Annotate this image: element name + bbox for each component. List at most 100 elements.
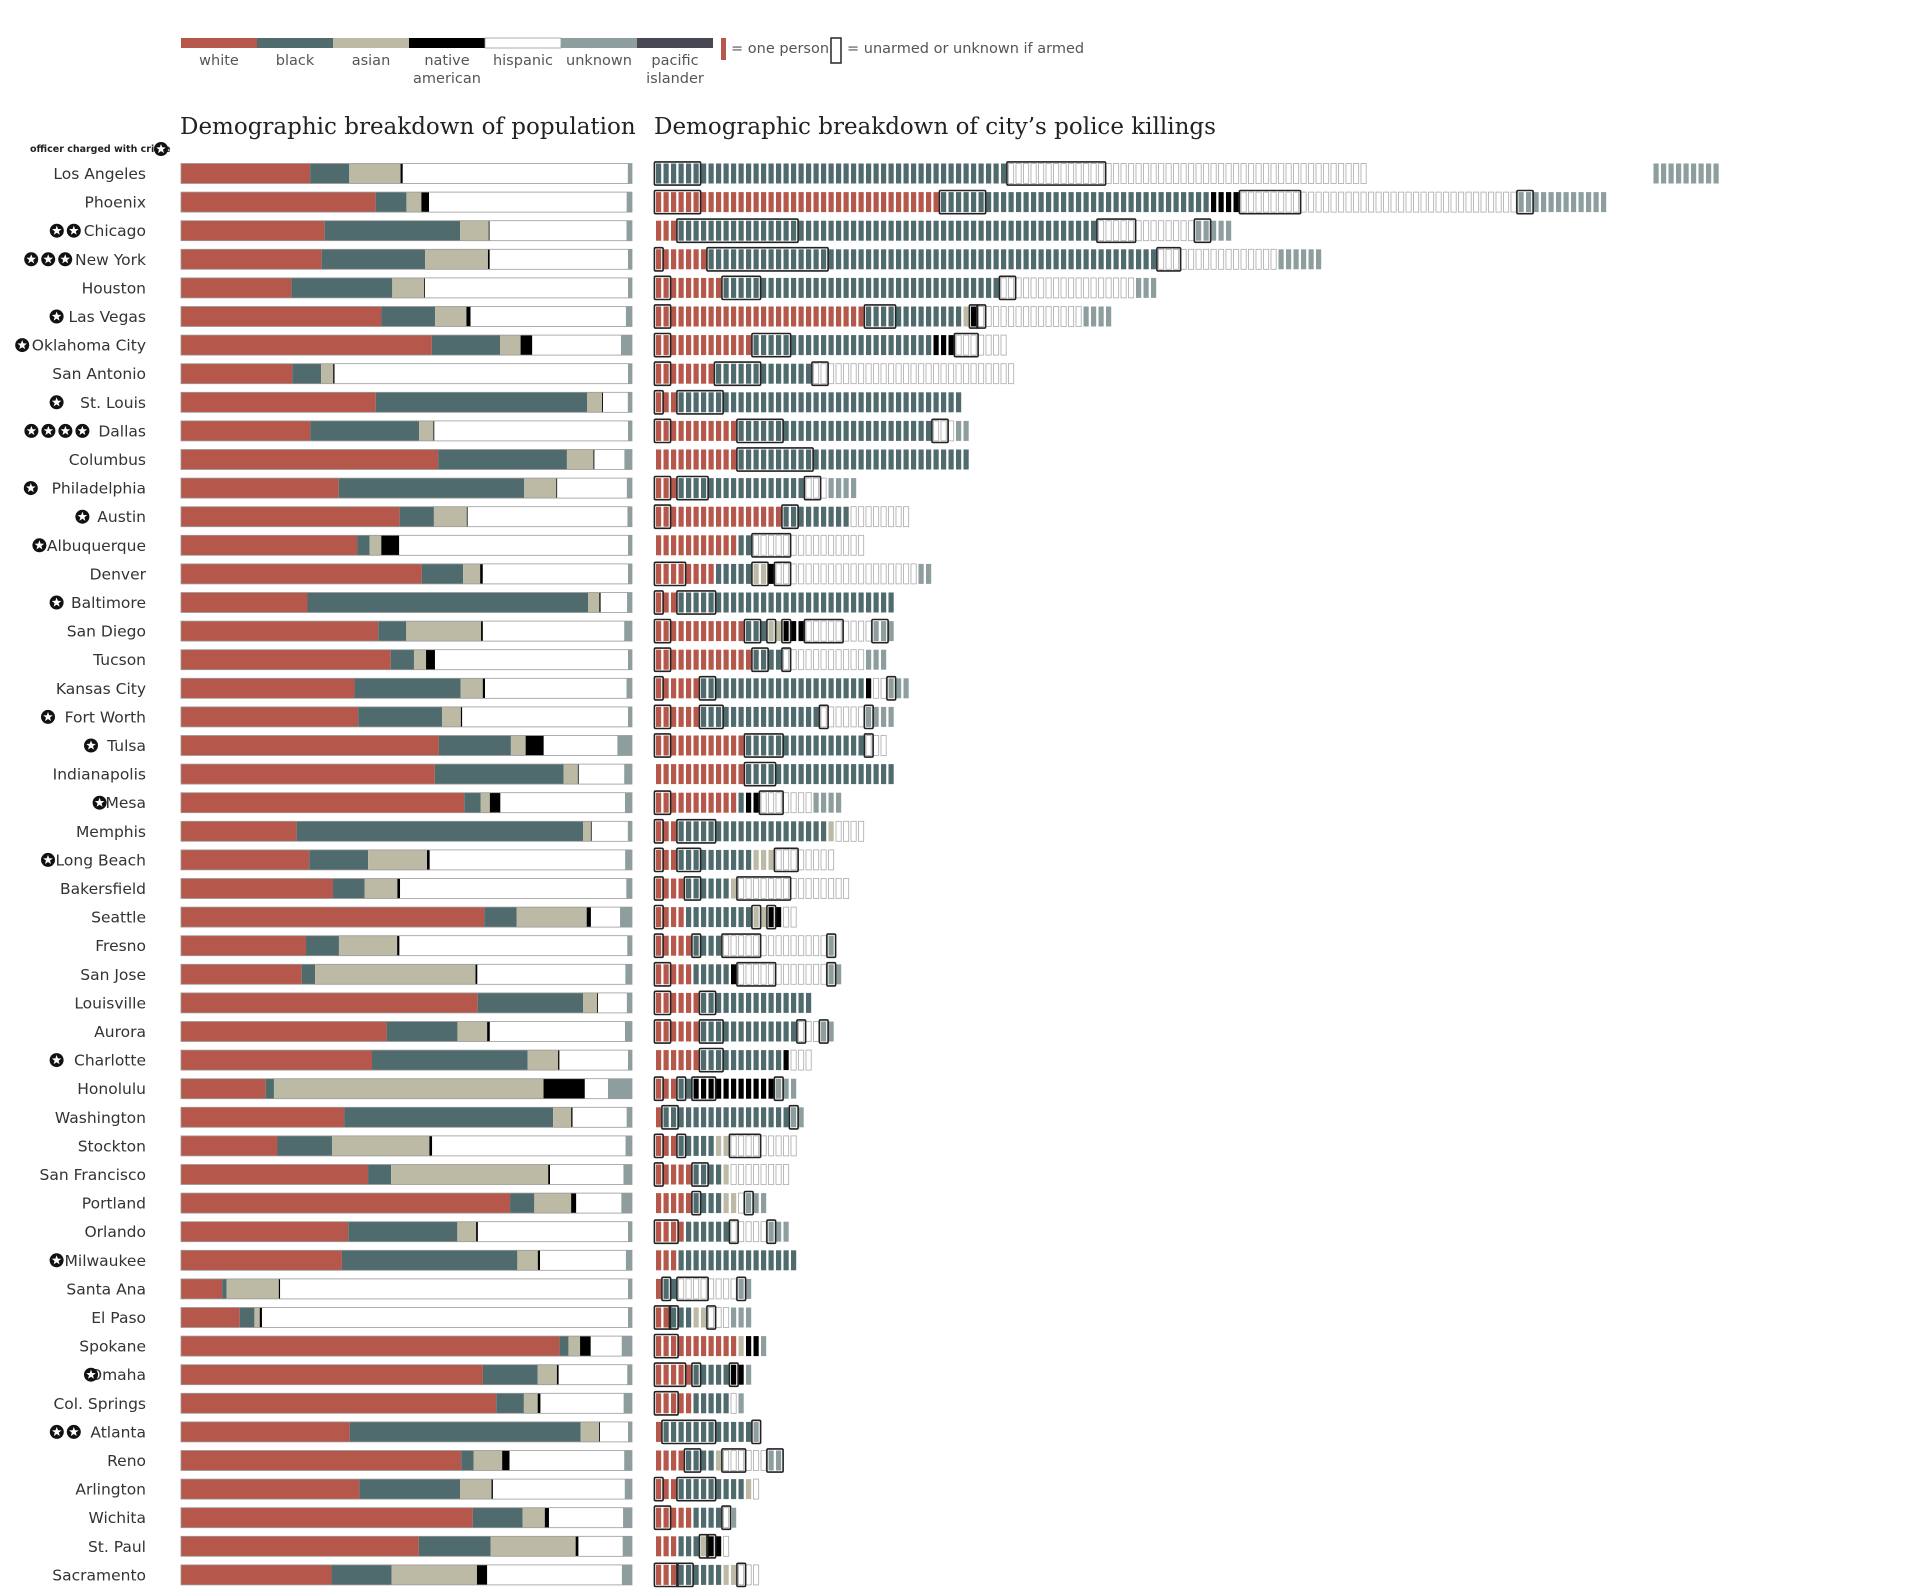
kill-mark-black	[746, 678, 752, 699]
pop-segment-black	[438, 735, 511, 756]
pop-segment-black	[358, 706, 443, 727]
kill-mark-hispanic	[970, 363, 977, 385]
kill-mark-black	[963, 249, 969, 270]
kill-mark-hispanic	[925, 363, 932, 385]
kill-mark-black	[686, 1421, 692, 1442]
kill-mark-hispanic	[753, 1564, 760, 1586]
city-label: San Jose	[80, 966, 146, 984]
kill-mark-black	[693, 1364, 699, 1385]
kill-mark-hispanic	[843, 706, 850, 728]
kill-mark-black	[948, 449, 954, 470]
city-label: Atlanta	[90, 1423, 146, 1441]
kill-mark-black	[881, 163, 887, 184]
kill-mark-black	[701, 1507, 707, 1528]
row-atlanta: Atlanta	[49, 1419, 762, 1445]
unarmed-box-hispanic	[1006, 161, 1107, 186]
kill-mark-white	[678, 335, 684, 356]
pop-segment-hispanic	[558, 1364, 621, 1385]
kill-mark-black	[806, 220, 812, 241]
kill-mark-hispanic	[1465, 191, 1472, 213]
charged-header: officer charged with crime	[30, 142, 171, 156]
kill-mark-black	[963, 277, 969, 298]
kill-mark-hispanic	[775, 792, 782, 814]
unarmed-box-hispanic	[721, 1505, 732, 1531]
kill-mark-hispanic	[858, 506, 865, 528]
kill-mark-white	[716, 449, 722, 470]
kill-mark-black	[851, 392, 857, 413]
charged-star-icon	[49, 395, 64, 410]
kill-mark-white	[656, 1221, 662, 1242]
kill-mark-hispanic	[790, 935, 797, 957]
kill-mark-black	[761, 649, 767, 670]
kill-mark-white	[693, 449, 699, 470]
kill-mark-hispanic	[1383, 191, 1390, 213]
kill-mark-native	[708, 1078, 714, 1099]
kill-mark-hispanic	[820, 363, 827, 385]
kill-mark-black	[971, 277, 977, 298]
kill-mark-black	[738, 792, 744, 813]
kill-mark-black	[753, 249, 759, 270]
pop-segment-unknown	[627, 392, 632, 413]
kill-mark-black	[671, 1107, 677, 1128]
kill-mark-unknown	[1083, 306, 1089, 327]
kill-mark-hispanic	[865, 363, 872, 385]
pop-bar-outline	[180, 1135, 633, 1157]
pop-bar-outline	[180, 248, 633, 270]
kill-mark-black	[708, 249, 714, 270]
pop-segment-asian	[510, 735, 526, 756]
kill-mark-black	[866, 306, 872, 327]
kill-mark-black	[731, 478, 737, 499]
kill-mark-black	[723, 592, 729, 613]
pop-segment-black	[559, 1336, 569, 1357]
kill-mark-black	[918, 449, 924, 470]
kill-mark-unknown	[851, 478, 857, 499]
city-label: San Diego	[67, 623, 146, 641]
kill-mark-white	[896, 192, 902, 213]
row-oklahoma-city: Oklahoma City	[15, 332, 1007, 358]
pop-segment-black	[482, 1364, 538, 1385]
kill-mark-hispanic	[745, 1164, 752, 1185]
kill-mark-black	[693, 1536, 699, 1557]
kill-mark-unknown	[1668, 163, 1674, 184]
pop-segment-hispanic	[477, 1221, 621, 1242]
kill-mark-black	[746, 735, 752, 756]
unarmed-box-asian	[698, 1533, 709, 1559]
pop-bar-outline	[180, 1106, 633, 1128]
pop-segment-asian	[433, 506, 467, 527]
kill-mark-hispanic	[940, 420, 947, 442]
kill-mark-black	[1016, 249, 1022, 270]
kill-mark-white	[671, 735, 677, 756]
kill-mark-black	[978, 249, 984, 270]
kill-mark-black	[768, 706, 774, 727]
kill-mark-white	[671, 821, 677, 842]
kill-mark-hispanic	[745, 1450, 752, 1471]
unarmed-box-white	[653, 246, 664, 272]
kill-mark-white	[836, 306, 842, 327]
pop-segment-black	[344, 1107, 554, 1128]
kill-mark-unknown	[753, 1193, 759, 1214]
pop-bar-outline	[180, 220, 633, 242]
kill-mark-hispanic	[1360, 191, 1367, 213]
kill-mark-black	[1053, 249, 1059, 270]
pop-segment-hispanic	[429, 849, 621, 870]
pop-segment-white	[181, 249, 322, 270]
kill-mark-black	[716, 1479, 722, 1500]
row-reno: Reno	[107, 1448, 784, 1473]
kill-mark-hispanic	[858, 706, 865, 728]
pop-segment-white	[181, 964, 302, 985]
kill-mark-black	[671, 163, 677, 184]
pop-bar-outline	[180, 191, 633, 213]
kill-mark-black	[693, 849, 699, 870]
kill-mark-white	[783, 306, 789, 327]
kill-mark-hispanic	[1338, 191, 1345, 213]
kill-mark-black	[731, 249, 737, 270]
kill-mark-native	[716, 1536, 722, 1557]
kill-mark-black	[903, 449, 909, 470]
pop-segment-asian	[583, 821, 591, 842]
kill-mark-black	[708, 1393, 714, 1414]
unarmed-box-white	[653, 790, 672, 816]
unarmed-box-hispanic	[676, 1276, 709, 1302]
kill-mark-black	[896, 392, 902, 413]
kill-mark-hispanic	[1068, 277, 1075, 299]
pop-segment-unknown	[608, 1078, 632, 1099]
